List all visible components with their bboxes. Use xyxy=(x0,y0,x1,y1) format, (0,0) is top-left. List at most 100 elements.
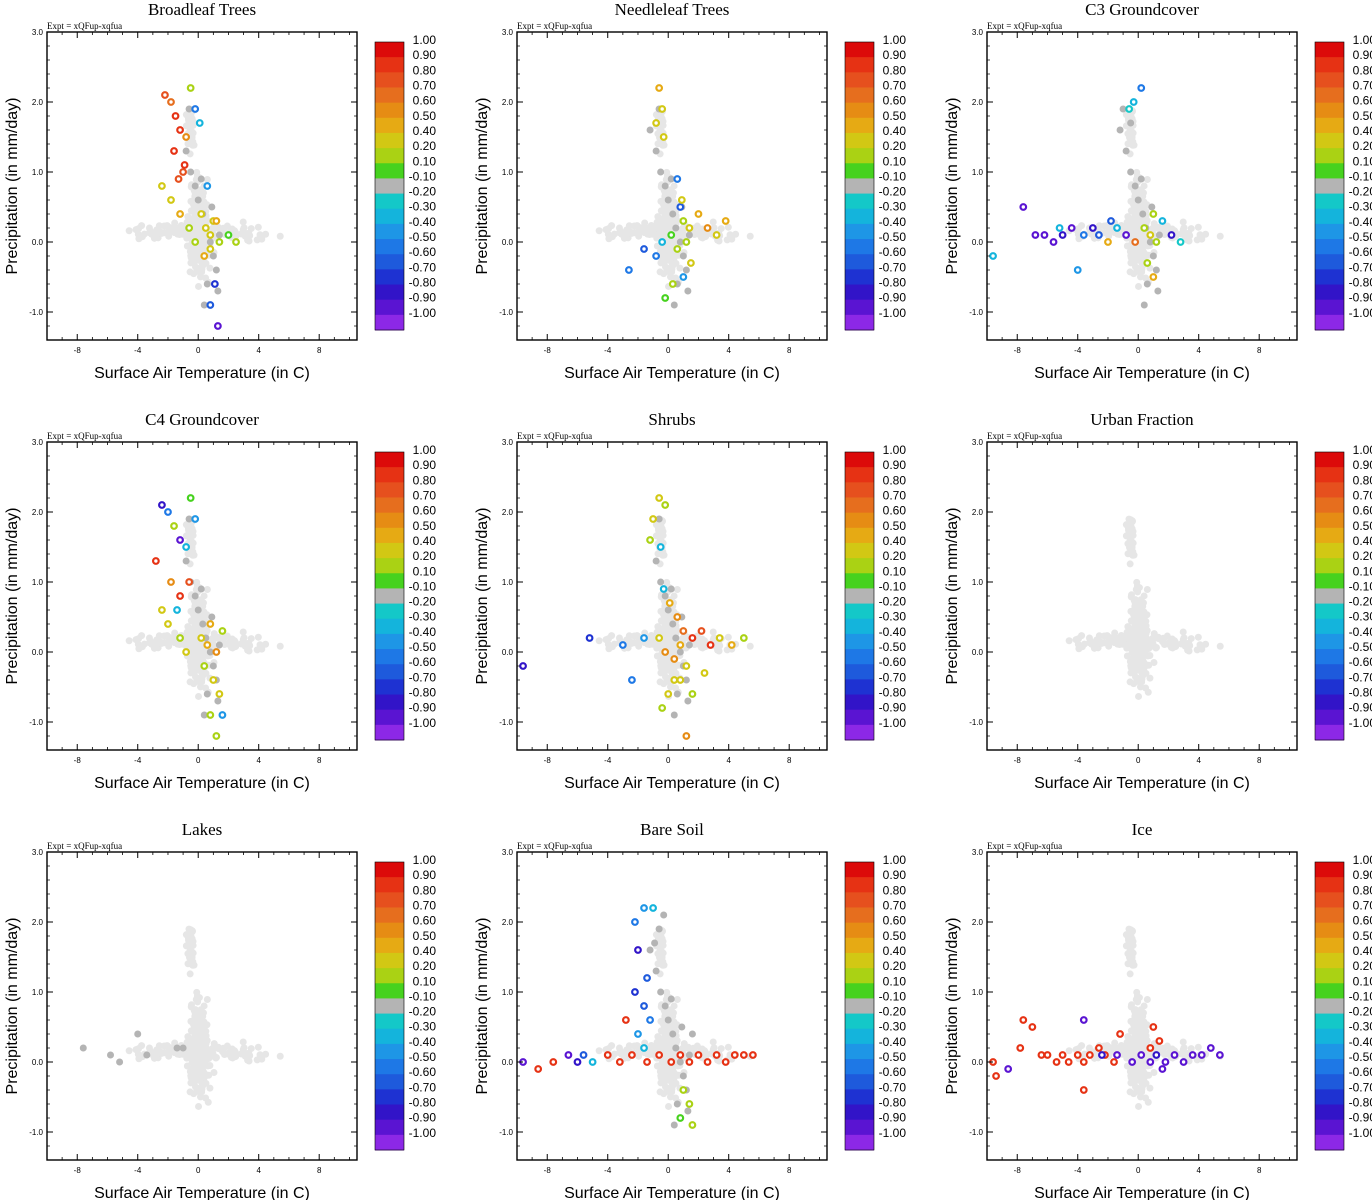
colorbar-label: -0.90 xyxy=(1349,291,1372,305)
y-tick-label: 2.0 xyxy=(502,508,514,517)
bg-point xyxy=(203,176,211,184)
y-tick-label: 0.0 xyxy=(32,1058,44,1067)
colorbar-label: -0.30 xyxy=(409,200,437,214)
gray-point xyxy=(678,1023,686,1031)
data-point xyxy=(1095,231,1103,239)
data-point xyxy=(643,1058,651,1066)
data-point xyxy=(652,252,661,260)
data-point xyxy=(564,1051,573,1059)
gray-point xyxy=(191,592,199,600)
plot-area xyxy=(519,904,757,1129)
bg-point xyxy=(189,941,197,949)
data-point xyxy=(1113,224,1121,232)
bg-point xyxy=(191,1009,199,1017)
bg-point xyxy=(1127,617,1135,625)
data-point xyxy=(549,1058,558,1066)
bg-point xyxy=(210,1068,218,1076)
colorbar-label: 0.80 xyxy=(413,473,437,487)
data-point xyxy=(670,676,679,684)
colorbar-swatch xyxy=(845,573,874,589)
x-axis-label: Surface Air Temperature (in C) xyxy=(94,1185,310,1200)
bg-point xyxy=(202,1049,210,1057)
bg-point xyxy=(163,632,171,640)
bg-point xyxy=(135,1045,143,1053)
bg-point xyxy=(189,662,197,670)
bg-point xyxy=(135,225,143,233)
data-point xyxy=(191,515,200,523)
bg-point xyxy=(1193,646,1201,654)
bg-point xyxy=(1134,204,1142,212)
chart-title: C3 Groundcover xyxy=(1085,0,1199,19)
colorbar-label: -0.80 xyxy=(409,276,437,290)
colorbar-swatch xyxy=(375,907,404,924)
gray-point xyxy=(652,967,660,975)
bg-point xyxy=(660,1043,668,1051)
data-point xyxy=(212,732,221,740)
colorbar-swatch xyxy=(375,922,404,939)
colorbar-swatch xyxy=(845,193,874,210)
plot-area xyxy=(125,84,284,330)
colorbar-label: -0.50 xyxy=(879,640,907,654)
gray-point xyxy=(203,280,211,288)
bg-point xyxy=(188,525,196,533)
bg-point xyxy=(188,215,196,223)
colorbar-label: 0.20 xyxy=(413,959,437,973)
data-point xyxy=(182,543,191,551)
colorbar-swatch xyxy=(845,467,874,483)
bg-point xyxy=(644,1049,652,1057)
gray-point xyxy=(661,182,669,190)
bg-point xyxy=(1117,631,1125,639)
x-tick-label: 4 xyxy=(256,1166,261,1175)
bg-point xyxy=(605,225,613,233)
x-tick-label: 0 xyxy=(666,1166,671,1175)
bg-point xyxy=(1127,540,1135,548)
data-point xyxy=(658,105,667,113)
colorbar-swatch xyxy=(845,968,874,984)
bg-point xyxy=(605,635,613,643)
y-axis-label: Precipitation (in mm/day) xyxy=(944,98,961,275)
x-tick-label: 4 xyxy=(1196,756,1201,765)
gray-point xyxy=(1146,238,1154,246)
colorbar-label: -0.10 xyxy=(409,579,437,593)
data-point xyxy=(176,536,184,544)
colorbar-swatch xyxy=(845,892,874,908)
bg-point xyxy=(625,1042,633,1050)
colorbar-swatch xyxy=(845,72,874,88)
bg-point xyxy=(171,219,179,227)
bg-point xyxy=(1103,632,1111,640)
bg-point xyxy=(664,204,672,212)
colorbar-swatch xyxy=(375,558,404,574)
bg-point xyxy=(186,678,194,686)
gray-point xyxy=(669,210,677,218)
bg-point xyxy=(220,225,228,233)
bg-point xyxy=(177,221,185,229)
colorbar-swatch xyxy=(375,983,404,999)
y-tick-label: 3.0 xyxy=(32,848,44,857)
bg-point xyxy=(194,998,202,1006)
colorbar-swatch xyxy=(375,1043,404,1060)
bg-point xyxy=(188,935,196,943)
bg-point xyxy=(625,632,633,640)
data-point xyxy=(1019,203,1028,211)
colorbar-swatch xyxy=(375,208,404,225)
colorbar-label: 0.10 xyxy=(413,974,437,988)
data-point xyxy=(197,210,206,218)
gray-point xyxy=(206,648,214,656)
colorbar-label: -0.10 xyxy=(1349,579,1372,593)
bg-point xyxy=(615,224,623,232)
data-point xyxy=(206,301,215,309)
data-point xyxy=(677,196,686,204)
y-tick-label: 1.0 xyxy=(32,168,44,177)
data-point xyxy=(676,203,685,211)
data-point xyxy=(625,266,633,274)
x-tick-label: -8 xyxy=(74,1166,82,1175)
colorbar-swatch xyxy=(845,512,874,529)
gray-point xyxy=(209,252,217,260)
bg-point xyxy=(1111,629,1119,637)
bg-point xyxy=(647,1041,655,1049)
data-point xyxy=(195,119,204,127)
gray-point xyxy=(200,301,208,309)
colorbar-swatch xyxy=(1315,497,1344,514)
colorbar-swatch xyxy=(1315,284,1344,301)
bg-point xyxy=(187,1027,195,1035)
